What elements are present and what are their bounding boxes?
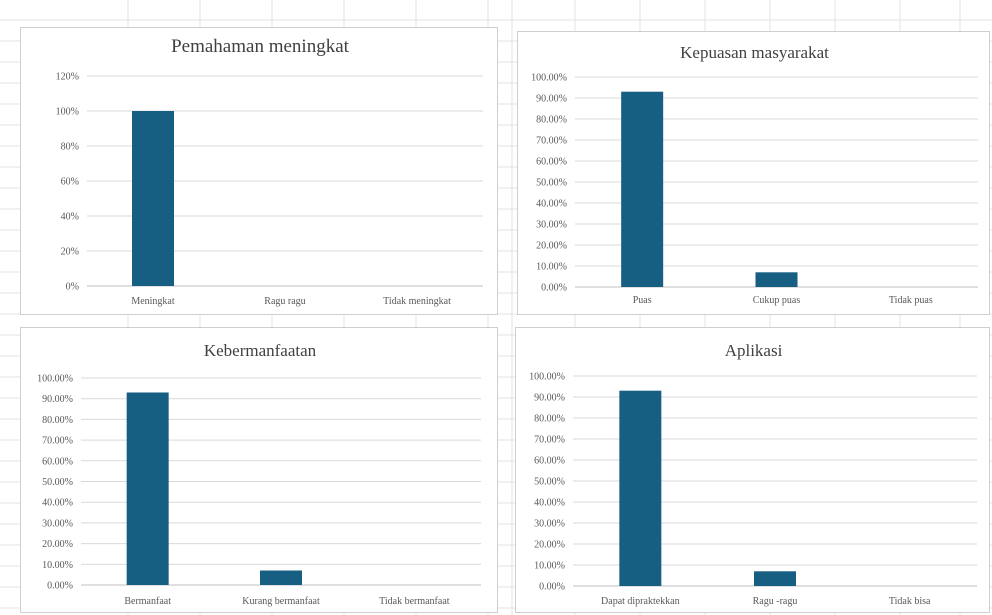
- y-tick-label: 90.00%: [42, 394, 73, 405]
- bar[interactable]: [619, 390, 662, 586]
- y-tick-label: 50.00%: [534, 477, 565, 488]
- y-tick-label: 0.00%: [47, 581, 73, 592]
- y-tick-label: 90.00%: [534, 393, 565, 404]
- y-tick-label: 80.00%: [534, 414, 565, 425]
- y-tick-label: 80%: [61, 142, 79, 153]
- chart-title: Aplikasi: [725, 341, 783, 360]
- y-tick-label: 80.00%: [536, 115, 567, 126]
- chart-svg: Pemahaman meningkat 0% 20% 40% 60% 80% 100% 120…: [56, 36, 483, 307]
- category-label: Puas: [633, 295, 652, 306]
- bar[interactable]: [260, 570, 302, 585]
- y-tick-label: 40.00%: [536, 199, 567, 210]
- chart-kepuasan-masyarakat[interactable]: Kepuasan masyarakat 0.00% 10.00% 20.00% 30.0…: [517, 31, 990, 315]
- chart-pemahaman-meningkat[interactable]: Pemahaman meningkat 0% 20% 40% 60% 80% 100% 120…: [20, 27, 498, 315]
- y-tick-label: 40.00%: [42, 498, 73, 509]
- y-tick-label: 10.00%: [42, 560, 73, 571]
- y-tick-label: 10.00%: [536, 262, 567, 273]
- y-tick-label: 10.00%: [534, 561, 565, 572]
- chart-aplikasi[interactable]: Aplikasi 0.00% 10.00% 20.00% 30.00% 40.00% 50.…: [515, 327, 990, 613]
- y-tick-label: 30.00%: [42, 518, 73, 529]
- bar[interactable]: [755, 272, 798, 287]
- bar[interactable]: [754, 571, 796, 586]
- y-tick-label: 20.00%: [534, 540, 565, 551]
- y-tick-label: 70.00%: [534, 435, 565, 446]
- y-tick-label: 50.00%: [42, 477, 73, 488]
- y-tick-label: 60.00%: [534, 456, 565, 467]
- y-tick-label: 0.00%: [541, 283, 567, 294]
- category-label: Meningkat: [131, 296, 175, 307]
- y-tick-label: 40.00%: [534, 498, 565, 509]
- category-label: Tidak bermanfaat: [379, 596, 450, 607]
- chart-title: Pemahaman meningkat: [171, 36, 350, 57]
- y-tick-label: 70.00%: [536, 136, 567, 147]
- y-tick-label: 60.00%: [536, 157, 567, 168]
- category-label: Dapat dipraktekkan: [601, 596, 680, 607]
- y-tick-label: 80.00%: [42, 415, 73, 426]
- y-tick-label: 100.00%: [531, 73, 567, 84]
- y-tick-label: 70.00%: [42, 436, 73, 447]
- y-tick-label: 20.00%: [42, 539, 73, 550]
- y-tick-label: 30.00%: [534, 519, 565, 530]
- y-tick-label: 60%: [61, 177, 79, 188]
- bar[interactable]: [132, 111, 174, 286]
- y-tick-label: 120%: [56, 72, 79, 83]
- chart-title: Kepuasan masyarakat: [680, 43, 829, 62]
- y-tick-label: 90.00%: [536, 94, 567, 105]
- y-tick-label: 0%: [66, 282, 79, 293]
- chart-title: Kebermanfaatan: [204, 341, 317, 360]
- y-tick-label: 20%: [61, 247, 79, 258]
- chart-svg: Kebermanfaatan 0.00% 10.00% 20.00% 30.00% 40.…: [37, 341, 481, 607]
- category-label: Ragu -ragu: [753, 596, 798, 607]
- chart-svg: Kepuasan masyarakat 0.00% 10.00% 20.00% 30.0…: [531, 43, 978, 306]
- y-tick-label: 50.00%: [536, 178, 567, 189]
- y-tick-label: 60.00%: [42, 456, 73, 467]
- y-tick-label: 30.00%: [536, 220, 567, 231]
- category-label: Tidak meningkat: [383, 296, 451, 307]
- category-label: Ragu ragu: [264, 296, 305, 307]
- y-tick-label: 0.00%: [539, 582, 565, 593]
- bar[interactable]: [621, 91, 664, 287]
- category-label: Tidak puas: [889, 295, 933, 306]
- chart-kebermanfaatan[interactable]: Kebermanfaatan 0.00% 10.00% 20.00% 30.00% 40.…: [20, 327, 498, 613]
- category-label: Kurang bermanfaat: [242, 596, 320, 607]
- y-tick-label: 100.00%: [37, 374, 73, 385]
- category-label: Tidak bisa: [889, 596, 931, 607]
- y-tick-label: 100.00%: [529, 372, 565, 383]
- chart-svg: Aplikasi 0.00% 10.00% 20.00% 30.00% 40.00% 50.…: [529, 341, 977, 607]
- y-tick-label: 20.00%: [536, 241, 567, 252]
- category-label: Bermanfaat: [124, 596, 171, 607]
- bar[interactable]: [126, 392, 169, 585]
- y-tick-label: 40%: [61, 212, 79, 223]
- y-tick-label: 100%: [56, 107, 79, 118]
- category-label: Cukup puas: [753, 295, 801, 306]
